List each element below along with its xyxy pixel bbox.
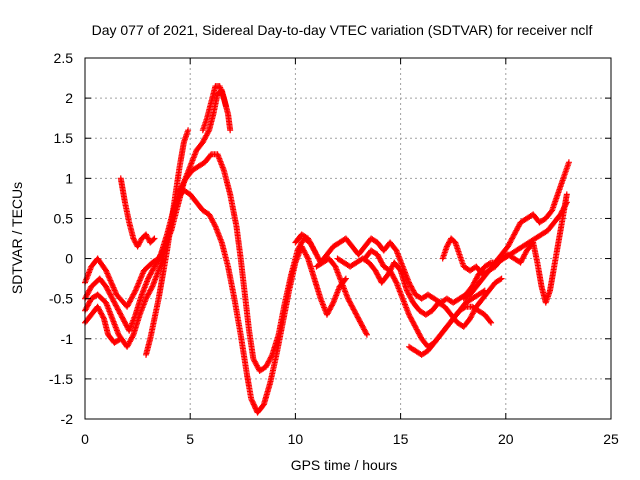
data-point — [250, 400, 257, 407]
data-point — [248, 397, 255, 404]
series-14 — [460, 159, 572, 302]
data-point — [342, 275, 349, 282]
x-axis-label: GPS time / hours — [291, 457, 398, 473]
data-point — [392, 278, 399, 285]
tick-marks — [84, 57, 612, 420]
y-tick-label: -2 — [61, 411, 74, 427]
data-point — [329, 301, 336, 308]
data-point — [487, 318, 494, 325]
data-point — [252, 404, 259, 411]
data-point — [497, 276, 504, 283]
series-9 — [313, 255, 370, 338]
grid — [85, 58, 611, 419]
data-point — [252, 405, 259, 412]
data-point — [129, 333, 136, 340]
y-tick-label: 2 — [65, 90, 73, 106]
data-point — [481, 287, 488, 294]
series-6 — [143, 127, 192, 358]
data-point — [498, 275, 505, 282]
data-point — [150, 236, 157, 243]
x-tick-label: 20 — [498, 431, 514, 447]
y-tick-label: -1 — [61, 331, 74, 347]
data-point — [488, 319, 495, 326]
data-point — [304, 254, 311, 261]
y-axis-label: SDTVAR / TECUs — [9, 182, 25, 294]
series-5 — [117, 175, 158, 250]
y-tick-labels: -2 -1.5 -1 -0.5 0 0.5 1 1.5 2 2.5 — [49, 50, 73, 427]
chart-title: Day 077 of 2021, Sidereal Day-to-day VTE… — [92, 22, 593, 38]
data-point — [248, 395, 255, 402]
data-point — [563, 191, 570, 198]
data-point — [100, 314, 107, 321]
data-point — [205, 128, 212, 135]
data-point — [148, 284, 155, 291]
data-marks — [82, 83, 572, 416]
data-point — [185, 127, 192, 134]
data-point — [249, 398, 256, 405]
y-tick-label: -1.5 — [49, 371, 73, 387]
data-point — [363, 330, 370, 337]
y-tick-label: 1 — [65, 170, 73, 186]
y-tick-label: 1.5 — [54, 130, 74, 146]
data-point — [250, 401, 257, 408]
data-point — [480, 288, 487, 295]
data-point — [131, 288, 138, 295]
data-point — [116, 336, 123, 343]
data-point — [211, 222, 218, 229]
series-7 — [199, 83, 234, 134]
x-tick-label: 25 — [603, 431, 619, 447]
x-tick-label: 0 — [81, 431, 89, 447]
y-tick-label: 2.5 — [54, 50, 74, 66]
y-tick-label: 0 — [65, 251, 73, 267]
x-tick-label: 15 — [393, 431, 409, 447]
data-point — [251, 402, 258, 409]
series-4 — [82, 303, 124, 346]
series-12 — [406, 303, 495, 358]
data-point — [117, 335, 124, 342]
x-tick-label: 5 — [186, 431, 194, 447]
data-point — [227, 127, 234, 134]
y-tick-label: -0.5 — [49, 291, 73, 307]
x-tick-labels: 0 5 10 15 20 25 — [81, 431, 619, 447]
data-point — [565, 159, 572, 166]
plot-frame — [84, 57, 612, 420]
x-tick-label: 10 — [288, 431, 304, 447]
data-point — [363, 331, 370, 338]
data-point — [461, 304, 468, 311]
y-tick-label: 0.5 — [54, 210, 74, 226]
data-point — [151, 235, 158, 242]
